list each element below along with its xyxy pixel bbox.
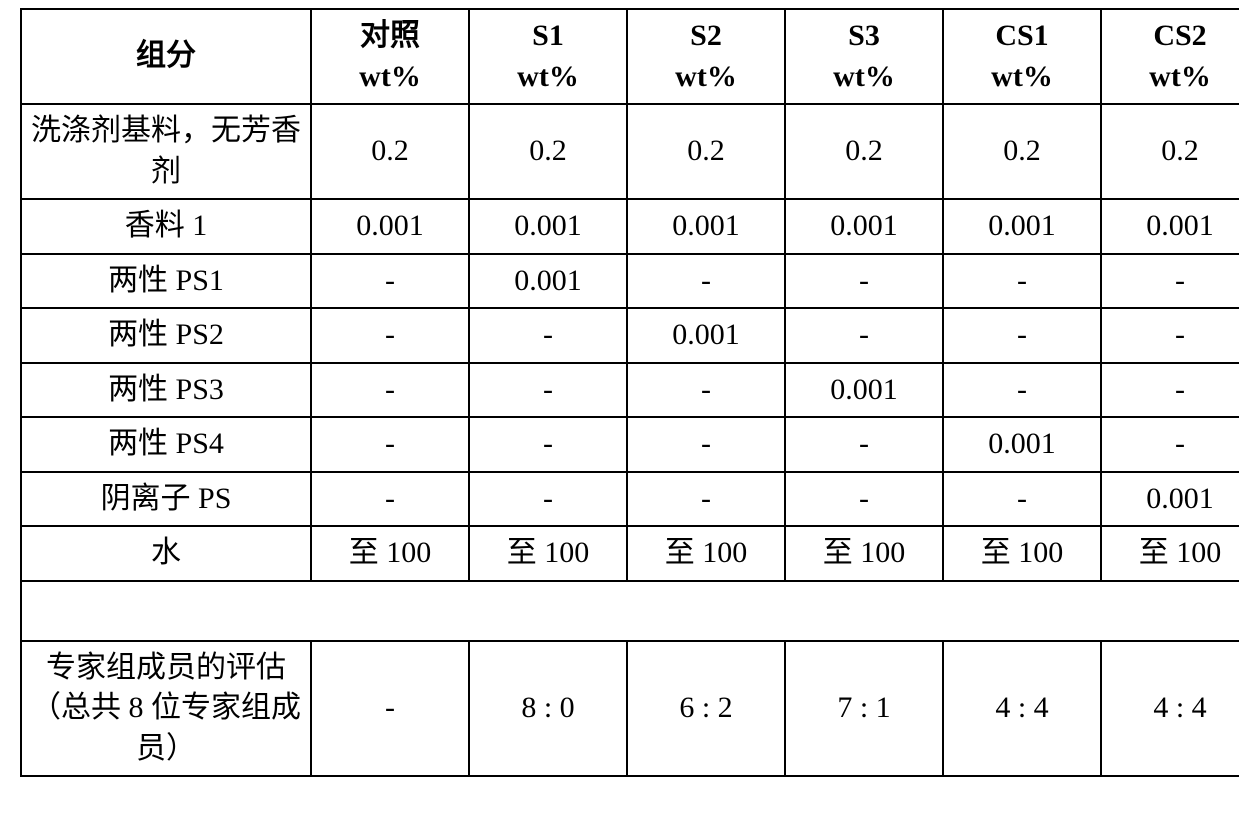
cell: 至 100 [469,526,627,581]
cell: 0.001 [943,199,1101,254]
header-col-sub: wt% [948,57,1096,98]
cell: 0.001 [1101,199,1239,254]
page: 组分 对照 wt% S1 wt% S2 wt% S3 wt% [0,0,1239,840]
table-row: 阴离子 PS - - - - - 0.001 [21,472,1239,527]
cell: - [469,472,627,527]
header-col-top: 对照 [360,19,420,52]
row-label: 两性 PS3 [21,363,311,418]
table-footer-row: 专家组成员的评估（总共 8 位专家组成员） - 8 : 0 6 : 2 7 : … [21,641,1239,777]
cell: - [311,254,469,309]
cell: 至 100 [943,526,1101,581]
header-col-sub: wt% [1106,57,1239,98]
cell: 0.001 [785,199,943,254]
table-row: 洗涤剂基料，无芳香剂 0.2 0.2 0.2 0.2 0.2 0.2 [21,104,1239,199]
row-label: 两性 PS1 [21,254,311,309]
table-row: 两性 PS2 - - 0.001 - - - [21,308,1239,363]
cell: 0.001 [311,199,469,254]
header-col-top: S3 [848,19,880,52]
cell: - [469,308,627,363]
header-col-sub: wt% [632,57,780,98]
header-col-sub: wt% [316,57,464,98]
cell: 8 : 0 [469,641,627,777]
cell: 0.001 [785,363,943,418]
cell: - [943,308,1101,363]
header-col-top: S1 [532,19,564,52]
cell: 0.2 [311,104,469,199]
cell: - [785,472,943,527]
row-label: 两性 PS2 [21,308,311,363]
cell: - [311,417,469,472]
table-row: 香料 1 0.001 0.001 0.001 0.001 0.001 0.001 [21,199,1239,254]
cell: 0.2 [943,104,1101,199]
cell: 至 100 [785,526,943,581]
spacer-cell [21,581,1239,641]
cell: - [627,254,785,309]
header-col-sub: wt% [790,57,938,98]
row-label: 两性 PS4 [21,417,311,472]
cell: - [943,363,1101,418]
cell: - [785,254,943,309]
cell: 0.001 [1101,472,1239,527]
cell: - [469,417,627,472]
header-col-top: CS2 [1153,19,1206,52]
row-label: 水 [21,526,311,581]
table-row: 水 至 100 至 100 至 100 至 100 至 100 至 100 [21,526,1239,581]
cell: - [311,308,469,363]
cell: - [627,363,785,418]
cell: 7 : 1 [785,641,943,777]
table-body: 洗涤剂基料，无芳香剂 0.2 0.2 0.2 0.2 0.2 0.2 香料 1 … [21,104,1239,776]
cell: 至 100 [1101,526,1239,581]
cell: - [311,641,469,777]
spacer-row [21,581,1239,641]
header-col: CS2 wt% [1101,9,1239,104]
table-row: 两性 PS1 - 0.001 - - - - [21,254,1239,309]
cell: - [1101,308,1239,363]
cell: - [311,363,469,418]
cell: 0.001 [469,254,627,309]
header-col: 对照 wt% [311,9,469,104]
table-header-row: 组分 对照 wt% S1 wt% S2 wt% S3 wt% [21,9,1239,104]
cell: - [785,308,943,363]
cell: 0.001 [627,199,785,254]
cell: - [785,417,943,472]
cell: 0.2 [627,104,785,199]
cell: - [1101,254,1239,309]
cell: 4 : 4 [943,641,1101,777]
cell: 0.001 [627,308,785,363]
footer-label: 专家组成员的评估（总共 8 位专家组成员） [21,641,311,777]
cell: 0.001 [469,199,627,254]
cell: 0.2 [1101,104,1239,199]
cell: - [1101,363,1239,418]
cell: 0.001 [943,417,1101,472]
cell: - [943,472,1101,527]
header-col-top: S2 [690,19,722,52]
row-label: 洗涤剂基料，无芳香剂 [21,104,311,199]
cell: - [627,417,785,472]
cell: - [943,254,1101,309]
cell: 6 : 2 [627,641,785,777]
header-col-sub: wt% [474,57,622,98]
cell: 0.2 [785,104,943,199]
header-col: S3 wt% [785,9,943,104]
header-col: CS1 wt% [943,9,1101,104]
cell: 0.2 [469,104,627,199]
cell: - [627,472,785,527]
header-col: S2 wt% [627,9,785,104]
cell: - [469,363,627,418]
composition-table: 组分 对照 wt% S1 wt% S2 wt% S3 wt% [20,8,1239,777]
cell: - [1101,417,1239,472]
row-label: 阴离子 PS [21,472,311,527]
cell: 4 : 4 [1101,641,1239,777]
header-label: 组分 [21,9,311,104]
table-row: 两性 PS3 - - - 0.001 - - [21,363,1239,418]
header-col: S1 wt% [469,9,627,104]
row-label: 香料 1 [21,199,311,254]
cell: 至 100 [627,526,785,581]
table-row: 两性 PS4 - - - - 0.001 - [21,417,1239,472]
header-col-top: CS1 [995,19,1048,52]
cell: 至 100 [311,526,469,581]
cell: - [311,472,469,527]
